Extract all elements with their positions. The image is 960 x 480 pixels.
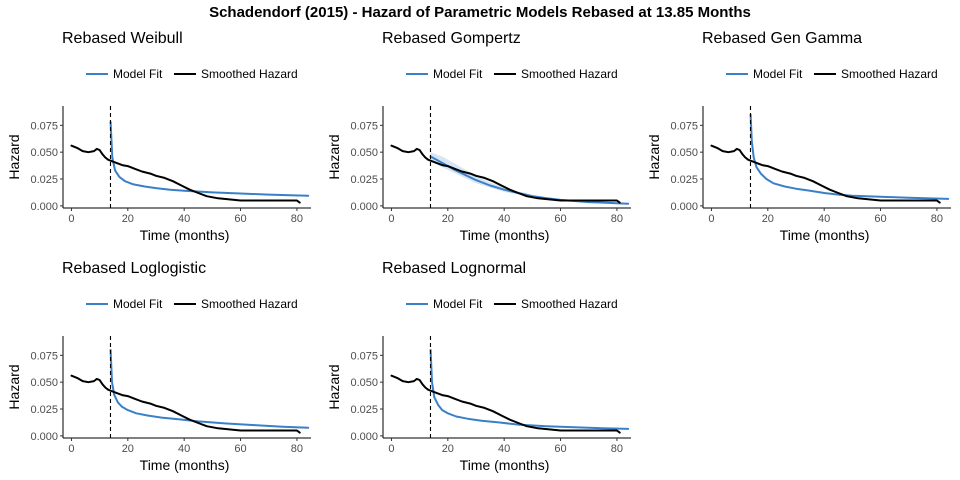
x-tick-label: 80 — [931, 213, 943, 225]
panel-title: Rebased Gompertz — [382, 30, 521, 47]
y-tick-label: 0.000 — [30, 201, 58, 213]
x-tick-label: 80 — [291, 443, 303, 455]
y-tick-label: 0.075 — [350, 120, 378, 132]
y-tick-label: 0.025 — [350, 174, 378, 186]
panel-1: Rebased Weibull Model Fit Smoothed Hazard 0… — [6, 30, 311, 243]
y-tick-label: 0.000 — [350, 201, 378, 213]
x-tick-label: 60 — [554, 213, 566, 225]
y-tick-label: 0.025 — [670, 174, 698, 186]
x-tick-label: 20 — [442, 443, 454, 455]
y-tick-label: 0.050 — [350, 147, 378, 159]
x-tick-label: 60 — [234, 443, 246, 455]
model-fit-line — [109, 121, 310, 197]
legend-label-smoothed-hazard: Smoothed Hazard — [521, 67, 618, 81]
x-tick-label: 0 — [68, 443, 74, 455]
x-tick-label: 0 — [68, 213, 74, 225]
y-tick-label: 0.075 — [30, 350, 58, 362]
y-tick-label: 0.000 — [30, 431, 58, 443]
x-axis-title: Time (months) — [460, 227, 550, 243]
smoothed-hazard-line — [390, 374, 621, 434]
figure-title: Schadendorf (2015) - Hazard of Parametri… — [209, 4, 751, 21]
x-tick-label: 20 — [122, 213, 134, 225]
x-tick-label: 0 — [708, 213, 714, 225]
panel-title: Rebased Lognormal — [382, 260, 526, 277]
smoothed-hazard-line — [70, 144, 301, 204]
legend-label-model-fit: Model Fit — [433, 67, 483, 81]
model-fit-line — [429, 349, 630, 430]
x-axis-title: Time (months) — [140, 457, 230, 473]
y-tick-label: 0.000 — [350, 431, 378, 443]
panel-grid: Rebased Weibull Model Fit Smoothed Hazard 0… — [6, 30, 951, 473]
x-tick-label: 80 — [611, 443, 623, 455]
legend-label-smoothed-hazard: Smoothed Hazard — [521, 297, 618, 311]
y-axis-title: Hazard — [326, 134, 342, 179]
panel-title: Rebased Loglogistic — [62, 260, 206, 277]
panel-title: Rebased Gen Gamma — [702, 30, 862, 47]
y-tick-label: 0.075 — [350, 350, 378, 362]
x-tick-label: 40 — [498, 443, 510, 455]
legend: Model Fit Smoothed Hazard — [86, 297, 298, 311]
smoothed-hazard-line — [70, 374, 301, 434]
y-tick-label: 0.025 — [350, 404, 378, 416]
y-axis-title: Hazard — [326, 364, 342, 409]
x-axis-title: Time (months) — [780, 227, 870, 243]
y-tick-label: 0.000 — [670, 201, 698, 213]
legend-label-model-fit: Model Fit — [433, 297, 483, 311]
x-tick-label: 80 — [611, 213, 623, 225]
y-tick-label: 0.050 — [670, 147, 698, 159]
y-tick-label: 0.075 — [30, 120, 58, 132]
x-tick-label: 0 — [388, 213, 394, 225]
x-tick-label: 20 — [442, 213, 454, 225]
panel-2: Rebased Gompertz Model Fit Smoothed Hazard… — [326, 30, 631, 243]
x-tick-label: 80 — [291, 213, 303, 225]
smoothed-hazard-line — [710, 144, 941, 204]
x-tick-label: 20 — [762, 213, 774, 225]
x-tick-label: 40 — [498, 213, 510, 225]
legend-label-smoothed-hazard: Smoothed Hazard — [201, 297, 298, 311]
panel-5: Rebased Lognormal Model Fit Smoothed Hazar… — [326, 260, 631, 473]
x-tick-label: 40 — [178, 443, 190, 455]
legend: Model Fit Smoothed Hazard — [726, 67, 938, 81]
y-axis-title: Hazard — [6, 134, 22, 179]
legend-label-model-fit: Model Fit — [113, 297, 163, 311]
x-tick-label: 40 — [178, 213, 190, 225]
legend: Model Fit Smoothed Hazard — [406, 67, 618, 81]
x-tick-label: 0 — [388, 443, 394, 455]
y-axis-title: Hazard — [6, 364, 22, 409]
x-tick-label: 20 — [122, 443, 134, 455]
y-tick-label: 0.050 — [350, 377, 378, 389]
legend-label-smoothed-hazard: Smoothed Hazard — [841, 67, 938, 81]
model-fit-line — [109, 349, 310, 429]
legend: Model Fit Smoothed Hazard — [406, 297, 618, 311]
x-tick-label: 60 — [874, 213, 886, 225]
x-tick-label: 40 — [818, 213, 830, 225]
x-axis-title: Time (months) — [140, 227, 230, 243]
x-tick-label: 60 — [554, 443, 566, 455]
legend-label-smoothed-hazard: Smoothed Hazard — [201, 67, 298, 81]
y-tick-label: 0.050 — [30, 147, 58, 159]
y-tick-label: 0.050 — [30, 377, 58, 389]
y-axis-title: Hazard — [646, 134, 662, 179]
y-tick-label: 0.025 — [30, 404, 58, 416]
panel-title: Rebased Weibull — [62, 30, 183, 47]
panel-3: Rebased Gen Gamma Model Fit Smoothed Hazar… — [646, 30, 951, 243]
y-tick-label: 0.025 — [30, 174, 58, 186]
legend: Model Fit Smoothed Hazard — [86, 67, 298, 81]
y-tick-label: 0.075 — [670, 120, 698, 132]
x-axis-title: Time (months) — [460, 457, 550, 473]
legend-label-model-fit: Model Fit — [753, 67, 803, 81]
legend-label-model-fit: Model Fit — [113, 67, 163, 81]
smoothed-hazard-line — [390, 144, 621, 204]
panel-4: Rebased Loglogistic Model Fit Smoothed Haz… — [6, 260, 311, 473]
model-fit-line — [749, 113, 950, 200]
x-tick-label: 60 — [234, 213, 246, 225]
